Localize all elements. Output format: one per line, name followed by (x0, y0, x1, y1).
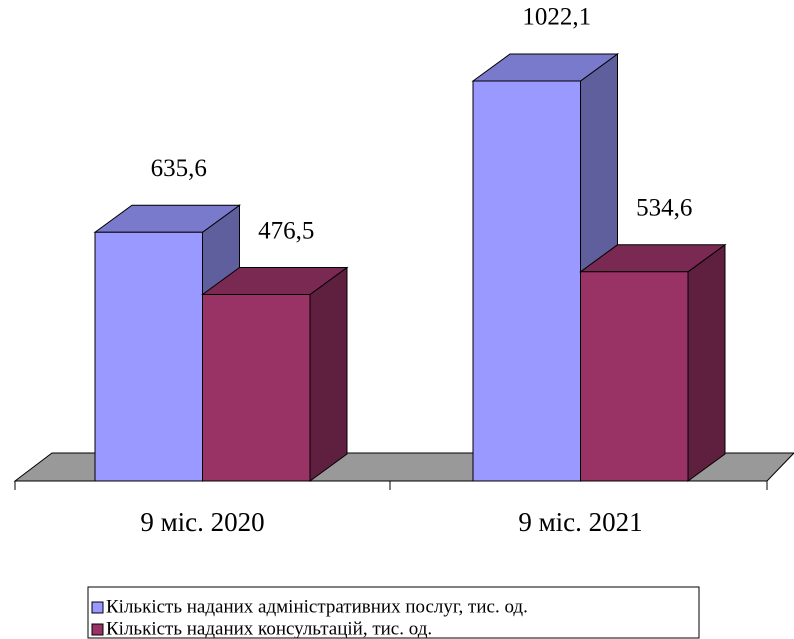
bar-front (202, 294, 311, 482)
bar (200, 266, 349, 482)
bar-front (580, 271, 689, 482)
bar-side (687, 243, 726, 482)
legend-swatch (91, 623, 104, 636)
data-label: 1022,1 (522, 4, 591, 31)
bar-side (309, 266, 348, 482)
legend-label: Кількість наданих адміністративних послу… (106, 596, 528, 617)
bar (578, 243, 727, 482)
legend-box (87, 586, 700, 639)
bar-front (472, 80, 581, 482)
legend-swatch (91, 601, 104, 614)
data-label: 534,6 (636, 195, 692, 222)
bar-front (94, 231, 203, 482)
bar (471, 53, 620, 482)
data-label: 635,6 (151, 155, 207, 182)
x-tick-label: 9 міс. 2020 (140, 507, 264, 537)
legend-label: Кількість наданих консультацій, тис. од. (106, 618, 432, 639)
data-label: 476,5 (258, 217, 314, 244)
x-tick-label: 9 міс. 2021 (518, 507, 642, 537)
